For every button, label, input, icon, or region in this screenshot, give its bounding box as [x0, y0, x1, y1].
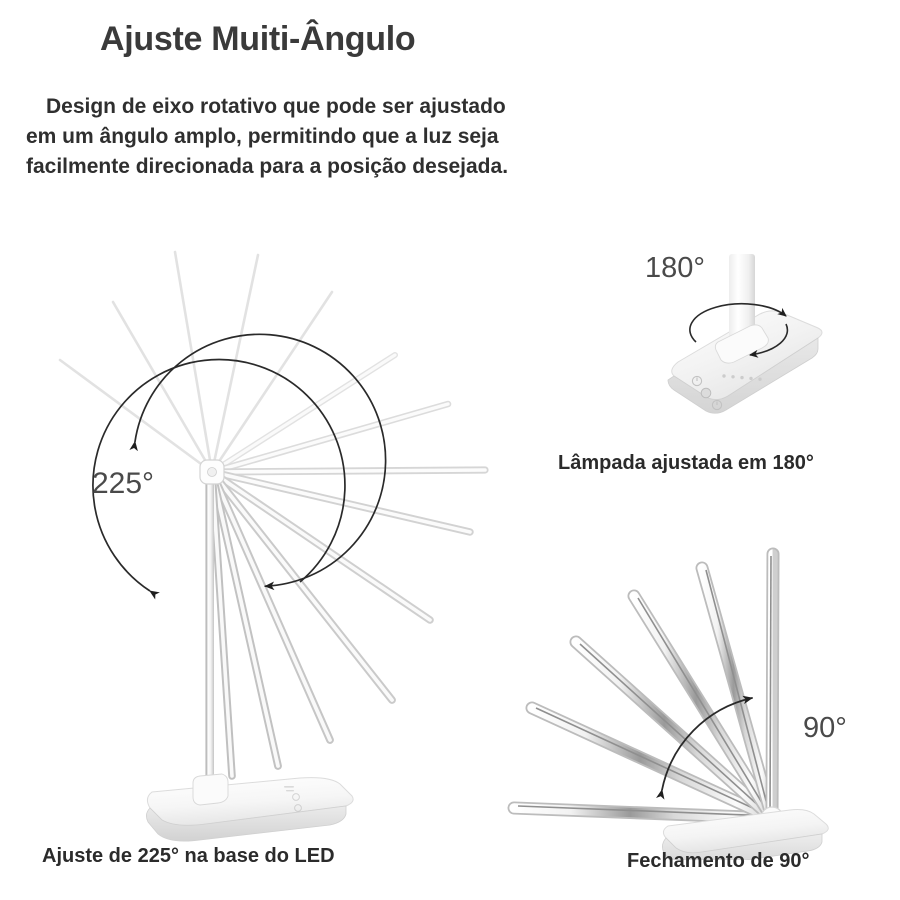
page-description: Design de eixo rotativo que pode ser aju… [26, 92, 606, 182]
folding-arm-60 [627, 589, 779, 825]
folding-pivot-joint [760, 806, 784, 830]
angle-label-225: 225° [92, 467, 155, 500]
lamp-pivot-hub [199, 459, 225, 485]
brightness-level-dots [722, 374, 762, 381]
swivel-base-body [667, 310, 823, 414]
caption-swivel-180: Lâmpada ajustada em 180° [558, 452, 814, 474]
lamp-base-top-view-icon [667, 254, 823, 414]
caption-rotation-base: Ajuste de 225° na base do LED [42, 845, 335, 867]
led-lamp-fan-icon [58, 250, 489, 842]
lamp-arm-group-main [208, 352, 489, 780]
folding-arm-fan-icon [507, 547, 829, 860]
caption-fold-90: Fechamento de 90° [627, 850, 810, 872]
folding-arm-75 [695, 561, 779, 825]
lamp-arm-group-faded [58, 250, 334, 474]
folding-arm-30 [525, 701, 779, 825]
swivel-stem [714, 254, 769, 364]
lamp-base [146, 773, 354, 842]
angle-label-180: 180° [645, 252, 705, 284]
folding-arm-45 [569, 635, 779, 825]
folding-arm-vertical [765, 547, 780, 825]
lamp-support-post [205, 472, 214, 784]
base-control-icons [691, 374, 762, 411]
rotation-arc-path [129, 333, 387, 591]
description-line-2: em um ângulo amplo, permitindo que a luz… [26, 125, 499, 148]
circular-rotation-arrow-icon [689, 302, 789, 358]
folding-arm-group [507, 547, 780, 825]
page-title: Ajuste Muiti-Ângulo [100, 20, 416, 58]
folding-arm-horizontal [507, 801, 779, 825]
description-line-1: Design de eixo rotativo que pode ser aju… [46, 95, 506, 118]
double-headed-arc-arrow-icon [656, 695, 753, 800]
description-line-3: facilmente direcionada para a posição de… [26, 155, 509, 178]
angle-label-90: 90° [803, 712, 847, 744]
base-control-icons [284, 786, 302, 812]
